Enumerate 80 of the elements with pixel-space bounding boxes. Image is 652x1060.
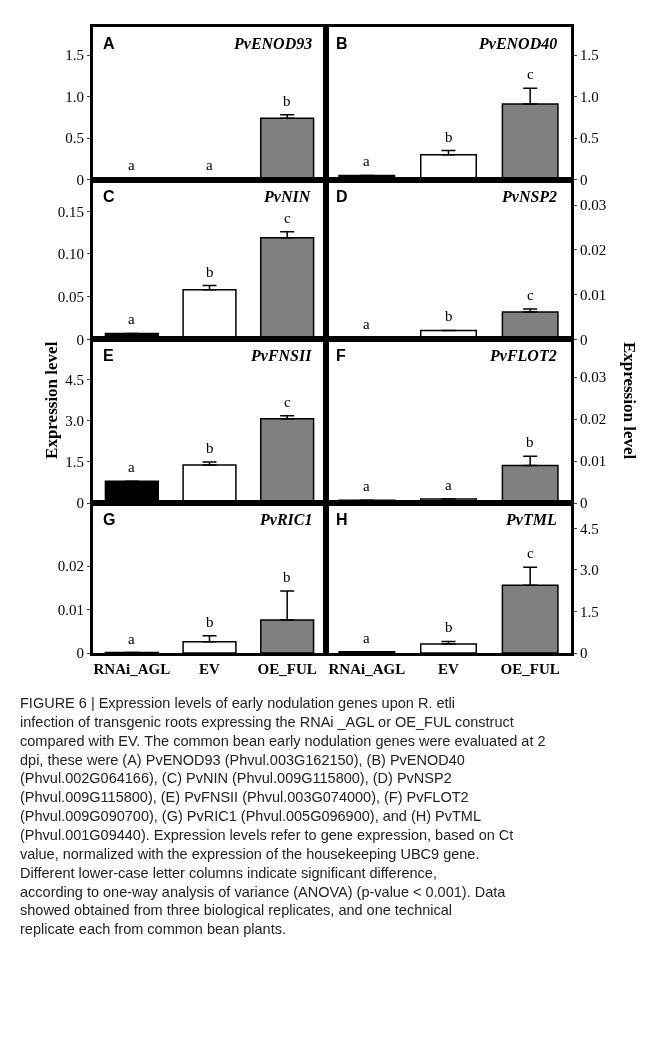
- annotation: c: [284, 394, 291, 410]
- annotation: A: [103, 35, 115, 52]
- annotation: a: [363, 478, 370, 494]
- annotation: a: [363, 153, 370, 169]
- y-tick-label: 0.03: [580, 197, 607, 214]
- y-tick-label: 0: [76, 171, 84, 188]
- y-tick-label: 0.01: [580, 286, 607, 303]
- y-tick-label: 0: [580, 331, 588, 348]
- annotation: a: [363, 316, 370, 332]
- text: PvNIN: [263, 188, 312, 205]
- y-tick-label: 0: [580, 645, 588, 662]
- text: PvRIC1: [259, 511, 313, 528]
- y-axis-title: Expression level: [619, 341, 639, 460]
- y-tick-label: 0: [76, 495, 84, 512]
- y-tick-label: 0.5: [65, 130, 84, 147]
- text: PvENOD40: [478, 35, 558, 52]
- annotation: b: [283, 93, 291, 109]
- annotation: a: [445, 477, 452, 493]
- x-tick-label: OE_FUL: [257, 661, 317, 678]
- annotation: b: [526, 434, 534, 450]
- text: PvENOD93: [233, 35, 313, 52]
- annotation: b: [283, 569, 291, 585]
- y-tick-label: 1.0: [580, 88, 599, 105]
- y-tick-label: 1.5: [580, 603, 599, 620]
- annotation: c: [527, 545, 534, 561]
- annotation: b: [206, 614, 214, 630]
- y-tick-label: 0.02: [580, 242, 607, 259]
- annotation: c: [527, 66, 534, 82]
- annotation: b: [445, 129, 453, 145]
- annotation: b: [206, 440, 214, 456]
- annotation: a: [128, 631, 135, 647]
- y-tick-label: 0.02: [580, 411, 607, 428]
- x-tick-label: EV: [438, 661, 460, 678]
- annotation: a: [363, 630, 370, 646]
- y-tick-label: 4.5: [580, 520, 599, 537]
- y-tick-label: 0.15: [57, 203, 84, 220]
- y-tick-label: 0.02: [57, 558, 84, 575]
- text: PvFNSII: [250, 347, 313, 364]
- y-tick-label: 0.01: [580, 453, 607, 470]
- y-tick-label: 3.0: [65, 413, 84, 429]
- y-tick-label: 0.03: [580, 369, 607, 386]
- annotation: D: [336, 188, 348, 205]
- annotation: b: [206, 264, 214, 280]
- y-axis-title: Expression level: [42, 341, 62, 459]
- y-tick-label: 0: [76, 331, 84, 348]
- x-tick-label: EV: [199, 661, 221, 678]
- y-tick-label: 1.5: [580, 47, 599, 64]
- text: FIGURE 6 | Expression levels of early nodulation genes upon R. etli infection of transgenic roots expressing the RNAi _AGL or OE_FUL construct compared with EV. The common bean early nodulation genes were evaluated at 2 dpi, these were (A) PvENOD93 (Phvul.003G162150), (B) PvENOD40 (Phvul.002G064166), (C) PvNIN (Phvul.009G115800), (D) PvNSP2 (Phvul.009G115800), (E) PvFNSII (Phvul.003G074000), (F) PvFLOT2 (Phvul.009G090700), (G) PvRIC1 (Phvul.005G096900), and (H) PvTML (Phvul.001G09440). Expression levels refer to gene expression, based on Ct value, normalized with the expression of the housekeeping UBC9 gene. Different lower-case letter columns indicate significant difference, according to one-way analysis of variance (ANOVA) (p-value < 0.001). Data showed obtained from three biological replicates, and one technical replicate each from common bean plants.: [20, 695, 546, 938]
- annotation: C: [103, 188, 115, 205]
- annotation: a: [128, 311, 135, 327]
- y-tick-label: 4.5: [65, 371, 84, 388]
- y-tick-label: 0: [76, 645, 84, 662]
- y-tick-label: 1.5: [65, 454, 84, 471]
- annotation: b: [445, 619, 453, 635]
- text: PvTML: [505, 511, 557, 528]
- text: PvFLOT2: [489, 347, 557, 364]
- y-tick-label: 0: [580, 495, 588, 512]
- y-tick-label: 3.0: [580, 562, 599, 579]
- y-tick-label: 1.5: [65, 47, 84, 64]
- y-tick-label: 1.0: [65, 88, 84, 105]
- x-tick-label: RNAi_AGL: [93, 661, 171, 678]
- x-tick-label: RNAi_AGL: [328, 661, 406, 678]
- annotation: E: [103, 347, 114, 364]
- annotation: a: [128, 459, 135, 475]
- y-tick-label: 0.05: [57, 288, 84, 305]
- y-tick-label: 0.5: [580, 130, 599, 147]
- annotation: a: [206, 157, 213, 173]
- annotation: a: [128, 157, 135, 173]
- annotation: F: [336, 347, 346, 364]
- y-tick-label: 0.10: [57, 246, 84, 263]
- x-tick-label: OE_FUL: [500, 661, 560, 678]
- annotation: c: [284, 210, 291, 226]
- annotation: c: [527, 287, 534, 303]
- y-tick-label: 0.01: [57, 601, 84, 618]
- annotation: b: [445, 308, 453, 324]
- text: PvNSP2: [501, 188, 558, 205]
- annotation: G: [103, 511, 116, 528]
- annotation: B: [336, 35, 348, 52]
- y-tick-label: 0: [580, 171, 588, 188]
- annotation: H: [336, 511, 348, 528]
